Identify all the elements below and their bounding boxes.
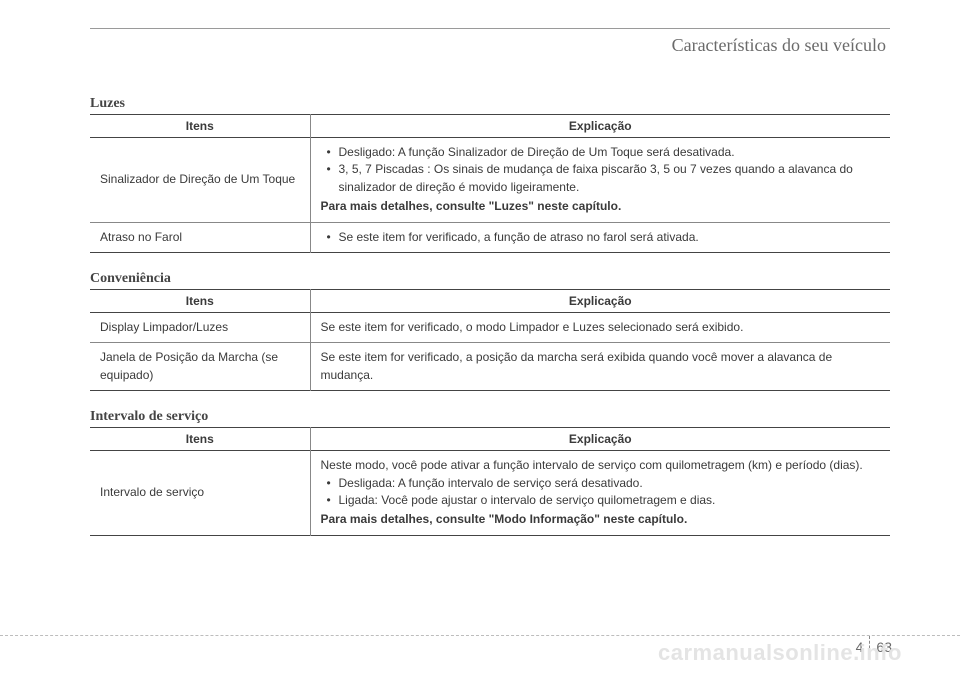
header-rule — [90, 28, 890, 29]
table-row: Intervalo de serviço Neste modo, você po… — [90, 451, 890, 536]
cell-explicacao: Desligado: A função Sinalizador de Direç… — [310, 138, 890, 223]
th-explicacao: Explicação — [310, 428, 890, 451]
cell-item: Intervalo de serviço — [90, 451, 310, 536]
row-footer: Para mais detalhes, consulte "Modo Infor… — [321, 511, 881, 528]
th-items: Itens — [90, 428, 310, 451]
table-row: Janela de Posição da Marcha (se equipado… — [90, 343, 890, 391]
bullet: 3, 5, 7 Piscadas : Os sinais de mudança … — [321, 161, 881, 196]
cell-item: Sinalizador de Direção de Um Toque — [90, 138, 310, 223]
bullet: Desligado: A função Sinalizador de Direç… — [321, 144, 881, 161]
row-intro: Neste modo, você pode ativar a função in… — [321, 457, 881, 474]
th-items: Itens — [90, 289, 310, 312]
table-row: Display Limpador/Luzes Se este item for … — [90, 312, 890, 342]
th-explicacao: Explicação — [310, 289, 890, 312]
watermark: carmanualsonline.info — [658, 640, 902, 666]
row-footer: Para mais detalhes, consulte "Luzes" nes… — [321, 198, 881, 215]
table-luzes: Itens Explicação Sinalizador de Direção … — [90, 114, 890, 253]
cell-item: Display Limpador/Luzes — [90, 312, 310, 342]
section-title-conveniencia: Conveniência — [90, 271, 890, 287]
cell-explicacao: Se este item for verificado, a posição d… — [310, 343, 890, 391]
th-explicacao: Explicação — [310, 115, 890, 138]
bullet: Desligada: A função intervalo de serviço… — [321, 475, 881, 492]
section-title-intervalo: Intervalo de serviço — [90, 409, 890, 425]
header-title: Características do seu veículo — [90, 35, 890, 56]
cell-explicacao: Se este item for verificado, a função de… — [310, 222, 890, 252]
cell-item: Janela de Posição da Marcha (se equipado… — [90, 343, 310, 391]
table-conveniencia: Itens Explicação Display Limpador/Luzes … — [90, 289, 890, 391]
table-row: Sinalizador de Direção de Um Toque Desli… — [90, 138, 890, 223]
table-intervalo: Itens Explicação Intervalo de serviço Ne… — [90, 427, 890, 536]
cell-item: Atraso no Farol — [90, 222, 310, 252]
th-items: Itens — [90, 115, 310, 138]
footer-separator — [0, 635, 960, 636]
bullet: Ligada: Você pode ajustar o intervalo de… — [321, 492, 881, 509]
cell-explicacao: Se este item for verificado, o modo Limp… — [310, 312, 890, 342]
page-content: Características do seu veículo Luzes Ite… — [0, 0, 960, 536]
bullet: Se este item for verificado, a função de… — [321, 229, 881, 246]
cell-explicacao: Neste modo, você pode ativar a função in… — [310, 451, 890, 536]
section-title-luzes: Luzes — [90, 96, 890, 112]
table-row: Atraso no Farol Se este item for verific… — [90, 222, 890, 252]
